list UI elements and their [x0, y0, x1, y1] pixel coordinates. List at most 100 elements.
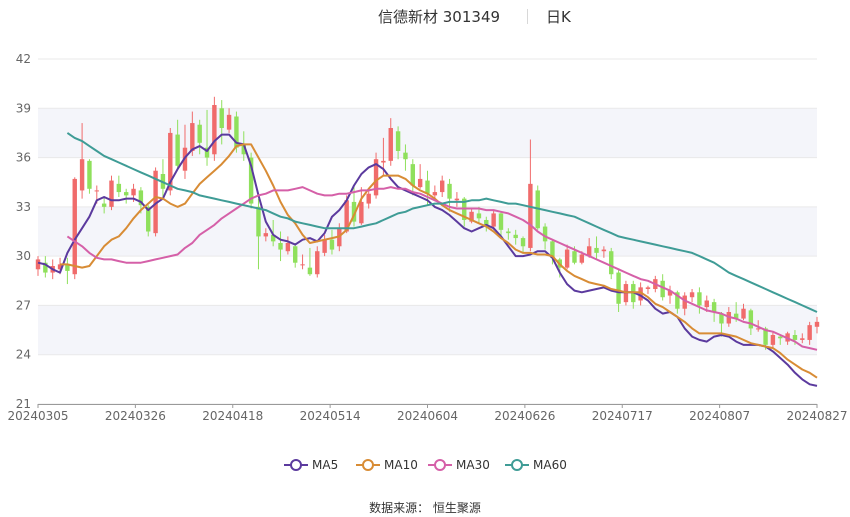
- candle: [322, 234, 327, 257]
- candle-body: [79, 159, 85, 191]
- x-tick-label: 20240717: [592, 409, 653, 423]
- candle: [300, 254, 305, 270]
- candle-body: [138, 190, 144, 206]
- candle: [226, 108, 232, 133]
- candle: [366, 188, 371, 209]
- legend-item-ma30[interactable]: MA30: [428, 458, 490, 472]
- candle-body: [770, 335, 776, 345]
- candle: [43, 256, 48, 278]
- candle: [219, 100, 224, 145]
- grid-band: [38, 305, 817, 355]
- candle-body: [778, 336, 783, 339]
- candle-body: [35, 259, 41, 270]
- candle-body: [719, 313, 724, 324]
- legend-item-ma5[interactable]: MA5: [284, 458, 338, 472]
- candle: [87, 159, 92, 194]
- candle-body: [359, 201, 364, 224]
- candle-body: [234, 116, 239, 148]
- y-tick-label: 30: [16, 249, 31, 263]
- candle: [359, 187, 364, 225]
- candle: [770, 331, 776, 349]
- candle-body: [697, 292, 702, 306]
- candle-body: [270, 234, 276, 242]
- data-source: 数据来源： 恒生聚源: [369, 501, 481, 515]
- y-tick-label: 42: [16, 52, 31, 66]
- candle-body: [315, 251, 320, 275]
- candle: [601, 246, 607, 258]
- candle-body: [293, 246, 298, 263]
- candle: [550, 239, 555, 265]
- candle: [528, 139, 533, 252]
- candle-body: [373, 159, 379, 196]
- candle: [388, 118, 393, 166]
- legend-marker-icon: [356, 459, 380, 471]
- candle: [403, 144, 408, 171]
- candle-body: [704, 300, 709, 308]
- legend-label: MA60: [533, 458, 567, 472]
- candle: [594, 236, 599, 260]
- candle-body: [733, 313, 739, 319]
- candle: [748, 308, 754, 335]
- period-label: 日K: [546, 8, 571, 26]
- candle-body: [366, 193, 371, 204]
- y-tick-label: 33: [16, 200, 31, 214]
- legend-item-ma60[interactable]: MA60: [505, 458, 567, 472]
- candle: [123, 188, 129, 204]
- candle-body: [146, 206, 151, 232]
- candle-body: [109, 180, 114, 207]
- candle-body: [586, 246, 592, 257]
- candle: [160, 159, 166, 197]
- candle: [256, 198, 261, 270]
- candle: [278, 231, 283, 262]
- candle-body: [381, 160, 386, 163]
- candle: [79, 123, 85, 199]
- candle: [432, 185, 438, 199]
- candle-body: [263, 233, 269, 237]
- candle-body: [542, 226, 548, 242]
- candle: [476, 206, 482, 224]
- candle-body: [491, 213, 496, 227]
- candle: [197, 119, 202, 155]
- candle: [513, 229, 518, 245]
- candle-body: [256, 206, 261, 237]
- candle-body: [660, 280, 665, 298]
- candle-body: [594, 247, 599, 253]
- candle-body: [748, 310, 754, 329]
- candle-body: [800, 338, 805, 340]
- candle-body: [212, 105, 217, 155]
- candle: [645, 285, 651, 294]
- legend-item-ma10[interactable]: MA10: [356, 458, 418, 472]
- candle-body: [741, 308, 746, 319]
- candle-body: [550, 241, 555, 258]
- candle-body: [322, 239, 327, 253]
- candle-body: [65, 264, 70, 271]
- candle-body: [513, 234, 518, 239]
- candle-body: [579, 254, 585, 263]
- candle-body: [329, 239, 335, 250]
- candle-body: [476, 213, 482, 219]
- candle-body: [87, 160, 92, 189]
- candle-body: [43, 262, 48, 273]
- candle: [315, 246, 320, 278]
- x-tick-label: 20240807: [689, 409, 750, 423]
- candle: [293, 243, 298, 268]
- candle: [564, 244, 570, 270]
- candle: [491, 210, 496, 230]
- candle: [778, 335, 783, 345]
- candle-body: [484, 220, 489, 225]
- grid-band: [38, 206, 817, 257]
- y-tick-label: 21: [16, 397, 31, 411]
- candle: [373, 152, 379, 199]
- candle-body: [469, 211, 474, 222]
- candle-body: [351, 201, 357, 222]
- candle-body: [454, 198, 460, 201]
- candle-body: [439, 180, 445, 193]
- candle: [814, 316, 820, 334]
- candle: [520, 236, 526, 253]
- candle-body: [601, 249, 607, 252]
- candle-body: [197, 124, 202, 143]
- candle: [439, 175, 445, 197]
- candle-body: [168, 132, 173, 191]
- candle-body: [711, 302, 717, 312]
- candle: [204, 109, 210, 166]
